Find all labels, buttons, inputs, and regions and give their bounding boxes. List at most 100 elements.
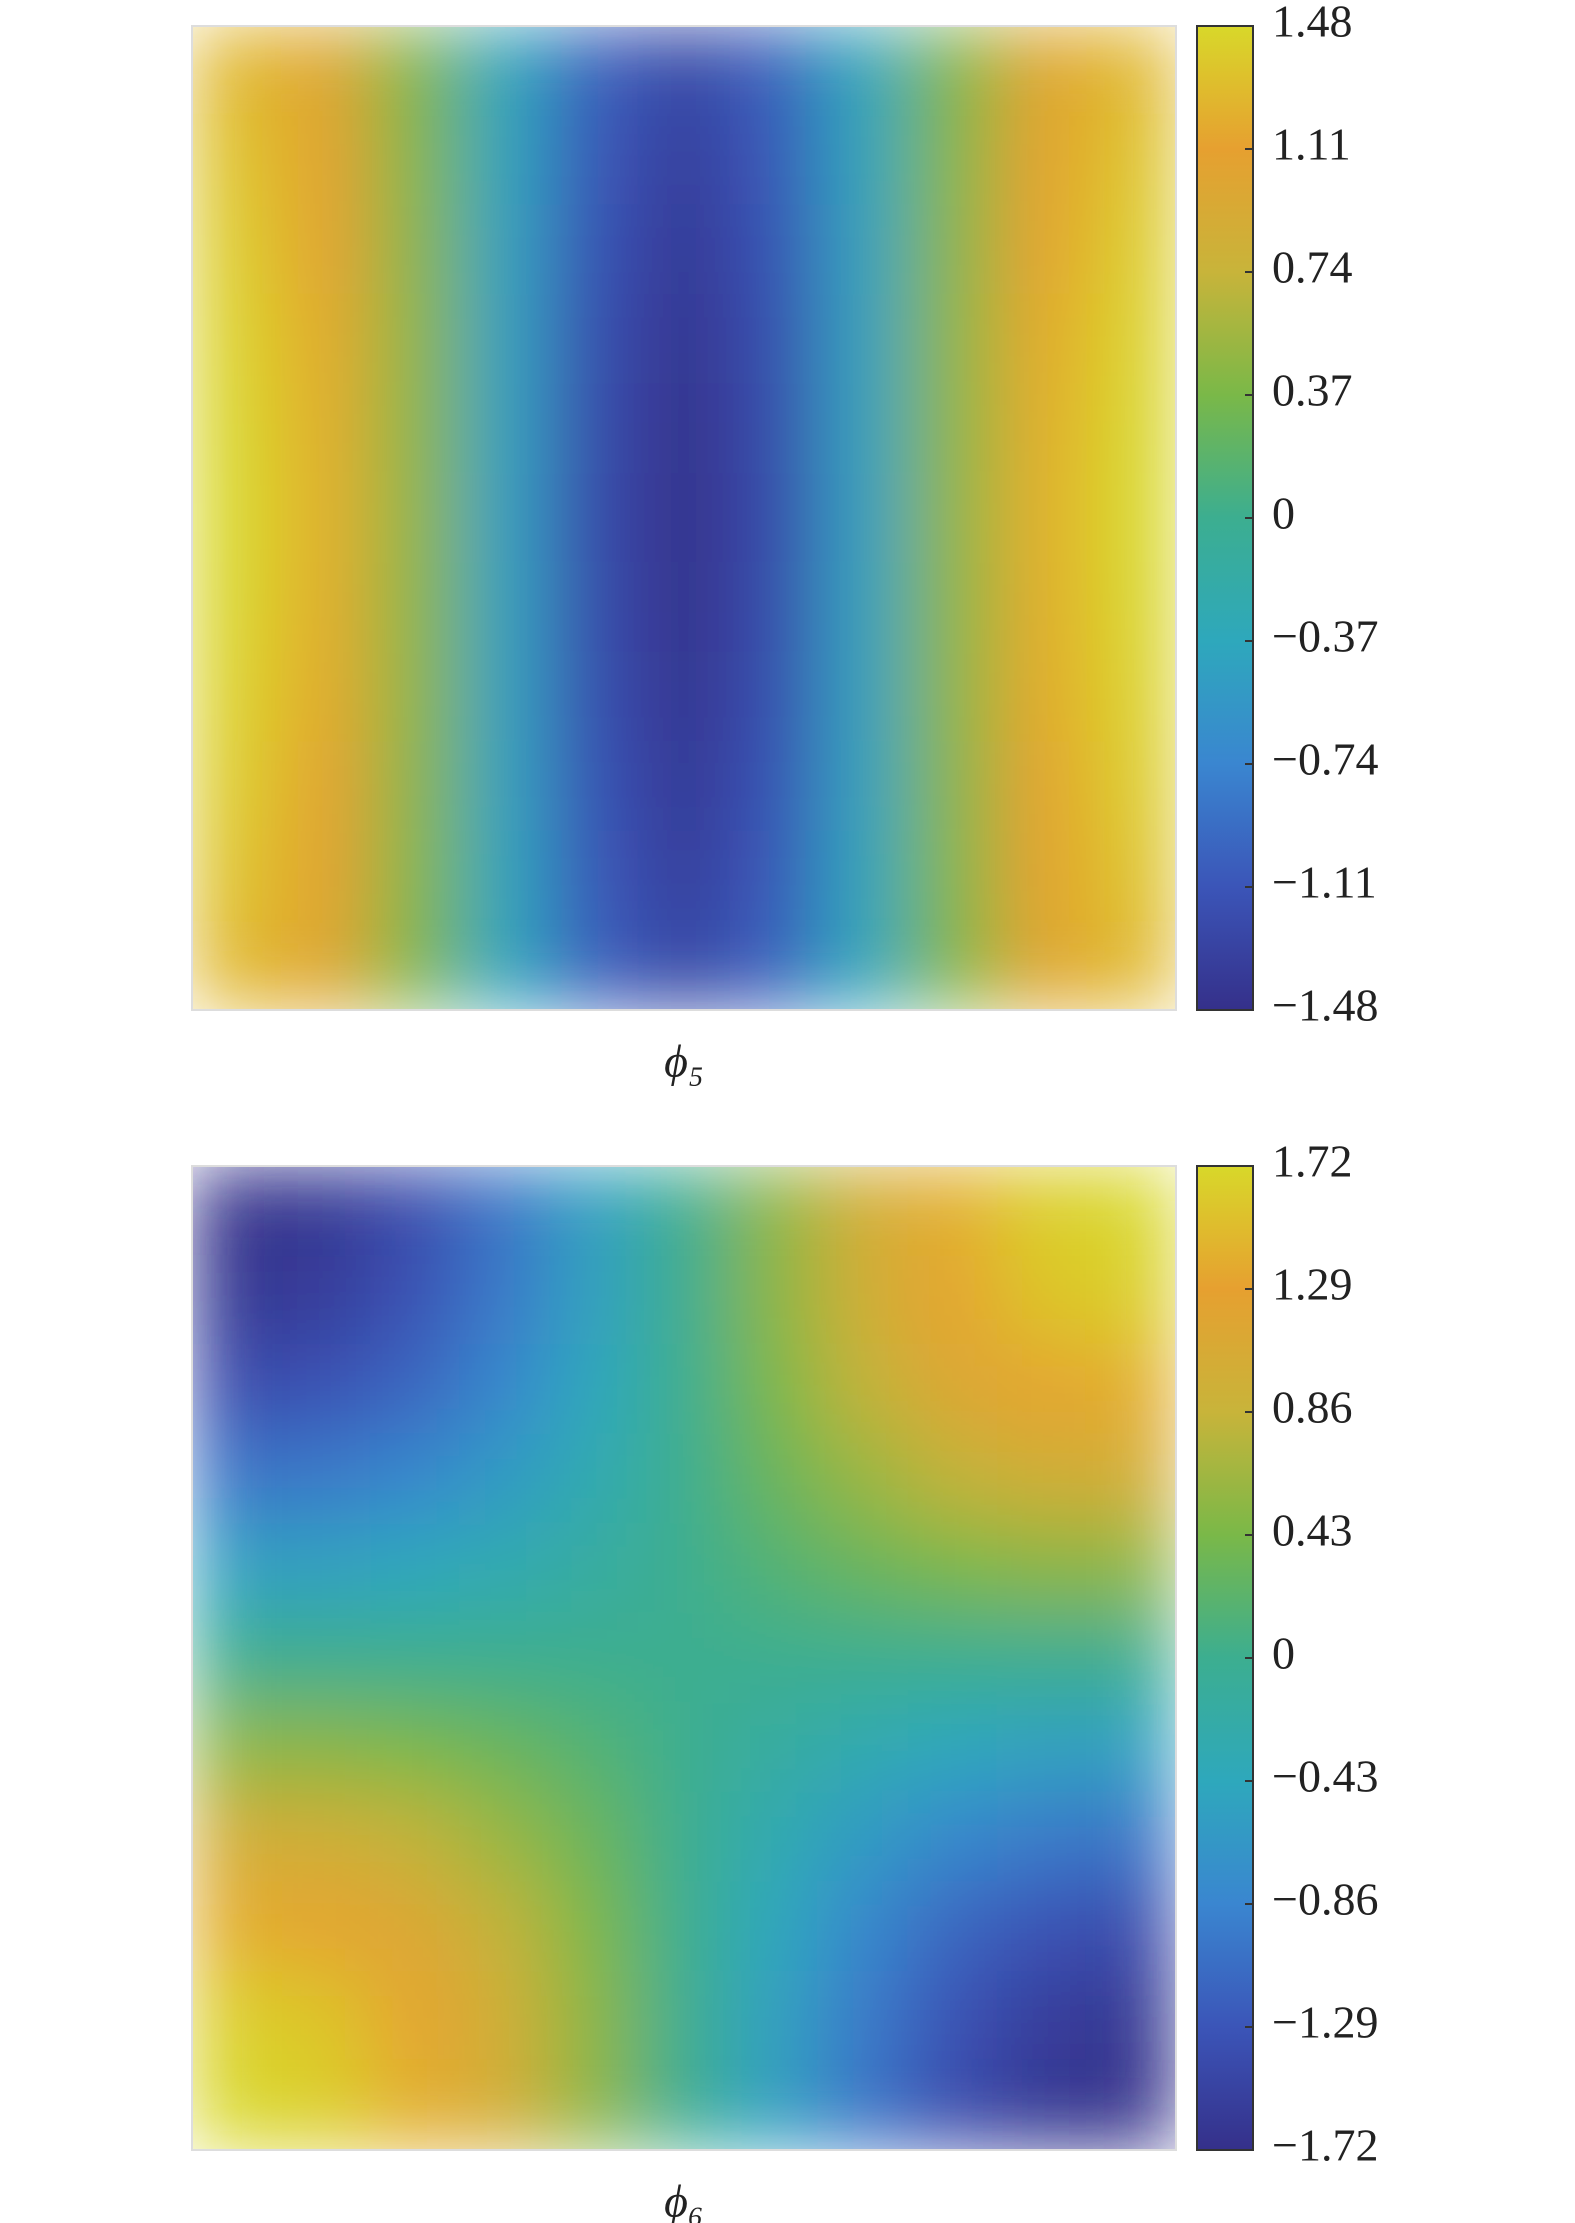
contour-cell xyxy=(907,1254,998,1346)
contour-cell xyxy=(638,114,730,206)
contour-cell xyxy=(907,1702,998,1793)
contour-cell xyxy=(459,293,551,385)
contour-cell xyxy=(817,383,909,474)
contour-cell xyxy=(1086,1254,1176,1346)
contour-cell xyxy=(1086,204,1176,295)
contour-cell xyxy=(1086,562,1176,653)
contour-cell xyxy=(907,1523,998,1614)
contour-cell xyxy=(549,1970,640,2062)
contour-cell xyxy=(728,293,819,385)
contour-cell xyxy=(638,1881,730,1972)
contour-cell xyxy=(638,293,730,385)
contour-cell xyxy=(280,651,372,743)
contour-cell xyxy=(192,651,282,743)
contour-cell xyxy=(638,1254,730,1346)
contour-cell xyxy=(817,1970,909,2062)
contour-cell xyxy=(817,1523,909,1614)
contour-cell xyxy=(1086,1166,1176,1256)
contour-cell xyxy=(817,472,909,564)
contour-cell xyxy=(728,1523,819,1614)
x-axis-label: ϕ₆ xyxy=(664,2176,704,2223)
contour-cell xyxy=(817,1881,909,1972)
contour-cell xyxy=(1086,1791,1176,1883)
contour-cell xyxy=(549,651,640,743)
contour-cell xyxy=(996,741,1088,832)
contour-cell xyxy=(817,920,909,1010)
contour-cell xyxy=(459,830,551,922)
contour-cell xyxy=(280,472,372,564)
contour-cell xyxy=(817,1344,909,1435)
contour-cell xyxy=(549,472,640,564)
contour-cell xyxy=(638,920,730,1010)
contour-cell xyxy=(728,383,819,474)
contour-cell xyxy=(280,26,372,116)
contour-cell xyxy=(549,830,640,922)
colorbar-tick-label: 1.29 xyxy=(1272,1259,1353,1310)
colorbar-tick-label: 1.72 xyxy=(1272,1136,1353,1187)
contour-cell xyxy=(549,1254,640,1346)
contour-cell xyxy=(728,472,819,564)
contour-cell xyxy=(549,1166,640,1256)
contour-cell xyxy=(638,1523,730,1614)
contour-cell xyxy=(638,830,730,922)
contour-cell xyxy=(192,741,282,832)
contour-cell xyxy=(1086,741,1176,832)
contour-cell xyxy=(370,1881,461,1972)
contour-cell xyxy=(280,1881,372,1972)
contour-cell xyxy=(459,651,551,743)
contour-cell xyxy=(817,741,909,832)
contour-cell xyxy=(192,1254,282,1346)
colorbar-tick-label: −1.72 xyxy=(1272,2120,1378,2171)
contour-cell xyxy=(996,1254,1088,1346)
contour-cell xyxy=(549,1702,640,1793)
contour-cell xyxy=(280,204,372,295)
contour-cell xyxy=(370,204,461,295)
contour-cell xyxy=(192,1523,282,1614)
contour-cell xyxy=(996,1970,1088,2062)
contour-cell xyxy=(280,1344,372,1435)
contour-cell xyxy=(817,26,909,116)
contour-cell xyxy=(192,204,282,295)
contour-cell xyxy=(370,562,461,653)
contour-cell xyxy=(549,562,640,653)
contour-cell xyxy=(192,1970,282,2062)
contour-cell xyxy=(817,293,909,385)
contour-cell xyxy=(1086,293,1176,385)
contour-cell xyxy=(996,1433,1088,1525)
contour-cell xyxy=(728,1166,819,1256)
contour-cell xyxy=(907,1970,998,2062)
contour-cell xyxy=(728,1702,819,1793)
contour-cell xyxy=(370,2060,461,2150)
plot-frame xyxy=(191,1165,1177,2151)
contour-panel: 1.72 1.29 0.86 0.43 0 −0.43 −0.86 −1.29 −1.72 ϕ₆ xyxy=(191,1136,1378,2223)
contour-field xyxy=(192,26,1176,1010)
contour-cell xyxy=(1086,383,1176,474)
contour-cell xyxy=(192,1433,282,1525)
contour-cell xyxy=(1086,114,1176,206)
contour-cell xyxy=(638,26,730,116)
colorbar-tick-label: −0.37 xyxy=(1272,611,1378,662)
contour-cell xyxy=(459,562,551,653)
contour-cell xyxy=(817,1254,909,1346)
contour-cell xyxy=(907,204,998,295)
plot-area xyxy=(192,26,1176,1010)
contour-cell xyxy=(549,2060,640,2150)
contour-cell xyxy=(370,1702,461,1793)
contour-cell xyxy=(907,741,998,832)
contour-cell xyxy=(280,1166,372,1256)
contour-cell xyxy=(549,920,640,1010)
contour-cell xyxy=(192,383,282,474)
contour-cell xyxy=(817,204,909,295)
contour-cell xyxy=(370,26,461,116)
plot-frame xyxy=(191,25,1177,1011)
contour-cell xyxy=(907,1881,998,1972)
contour-cell xyxy=(459,2060,551,2150)
contour-cell xyxy=(996,114,1088,206)
contour-cell xyxy=(728,114,819,206)
contour-cell xyxy=(192,1791,282,1883)
contour-cell xyxy=(280,293,372,385)
contour-cell xyxy=(817,562,909,653)
contour-cell xyxy=(638,1612,730,1704)
contour-cell xyxy=(907,920,998,1010)
